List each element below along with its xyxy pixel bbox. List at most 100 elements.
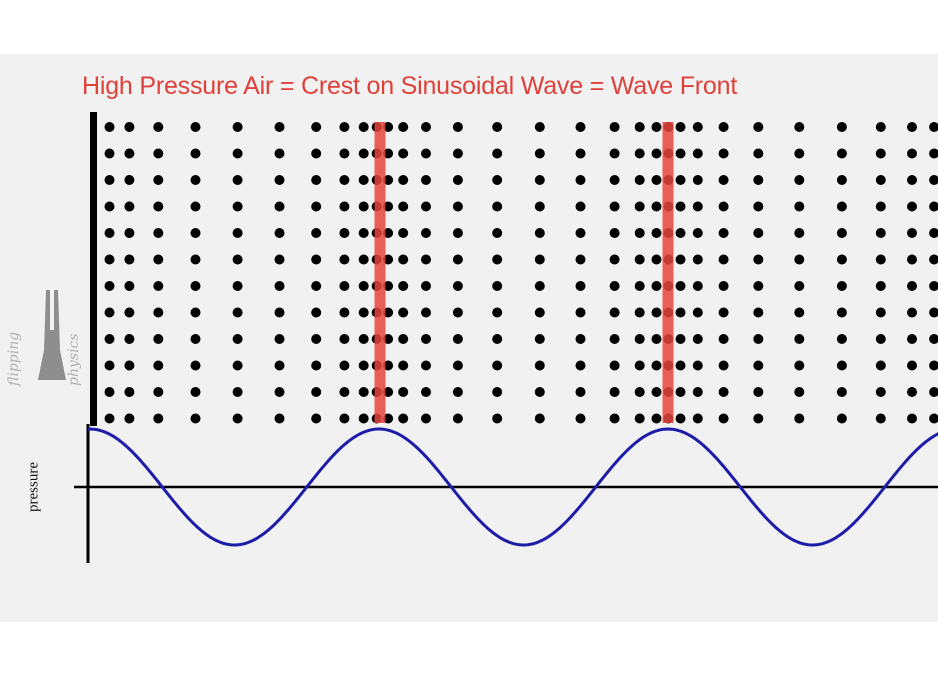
air-molecule-dot bbox=[421, 175, 431, 185]
air-molecule-dot bbox=[575, 334, 586, 344]
air-molecule-dot bbox=[929, 334, 938, 344]
air-molecule-dot bbox=[492, 360, 503, 371]
wave-front-bar bbox=[662, 122, 674, 423]
air-molecule-dot bbox=[929, 413, 938, 424]
air-molecule-dot bbox=[339, 228, 350, 238]
air-molecule-dot bbox=[311, 148, 322, 159]
air-molecule-dot bbox=[190, 201, 201, 212]
air-molecule-dot bbox=[692, 413, 703, 424]
air-molecule-dot bbox=[836, 334, 847, 344]
air-molecule-dot bbox=[692, 175, 703, 185]
air-molecule-dot bbox=[339, 360, 350, 371]
air-molecule-dot bbox=[104, 360, 115, 371]
air-molecule-dot bbox=[651, 201, 662, 212]
air-molecule-dot bbox=[153, 334, 164, 344]
air-molecule-dot bbox=[492, 228, 503, 238]
air-molecule-dot bbox=[651, 228, 662, 238]
air-molecule-dot bbox=[274, 334, 285, 344]
air-molecule-dot bbox=[383, 413, 394, 424]
air-molecule-dot bbox=[651, 281, 662, 291]
air-molecule-dot bbox=[124, 413, 135, 424]
air-molecule-dot bbox=[907, 307, 917, 318]
wave-front-bar bbox=[374, 122, 386, 423]
air-molecule-dot bbox=[753, 148, 764, 159]
air-molecule-dot bbox=[753, 175, 764, 185]
air-molecule-dot bbox=[358, 387, 369, 397]
air-molecule-dot bbox=[339, 281, 350, 291]
air-molecule-dot bbox=[675, 201, 686, 212]
air-molecule-dot bbox=[907, 148, 917, 159]
air-molecule-dot bbox=[311, 360, 322, 371]
air-molecule-dot bbox=[358, 334, 369, 344]
air-molecule-dot bbox=[492, 413, 503, 424]
air-molecule-dot bbox=[190, 360, 201, 371]
air-molecule-dot bbox=[190, 413, 201, 424]
air-molecule-dot bbox=[452, 360, 463, 371]
air-molecule-dot bbox=[124, 360, 135, 371]
air-molecule-dot bbox=[104, 228, 115, 238]
air-molecule-dot bbox=[634, 228, 645, 238]
air-molecule-dot bbox=[836, 387, 847, 397]
air-molecule-dot bbox=[929, 360, 938, 371]
air-molecule-dot bbox=[232, 360, 243, 371]
air-molecule-dot bbox=[651, 413, 662, 424]
air-molecule-dot bbox=[692, 360, 703, 371]
air-molecule-dot bbox=[929, 175, 938, 185]
air-molecule-dot bbox=[383, 307, 394, 318]
air-molecule-dot bbox=[190, 307, 201, 318]
air-molecule-dot bbox=[875, 307, 886, 318]
air-molecule-dot bbox=[609, 307, 620, 318]
air-molecule-dot bbox=[651, 148, 662, 159]
air-molecule-dot bbox=[358, 360, 369, 371]
air-molecule-dot bbox=[421, 254, 431, 265]
air-molecule-dot bbox=[718, 360, 729, 371]
air-molecule-dot bbox=[358, 254, 369, 265]
air-molecule-dot bbox=[675, 307, 686, 318]
air-molecule-dot bbox=[421, 360, 431, 371]
air-molecule-dot bbox=[398, 334, 409, 344]
air-molecule-dot bbox=[675, 148, 686, 159]
air-molecule-dot bbox=[492, 334, 503, 344]
air-molecule-dot bbox=[124, 228, 135, 238]
air-molecule-dot bbox=[274, 148, 285, 159]
air-molecule-dot bbox=[274, 254, 285, 265]
air-molecule-dot bbox=[634, 360, 645, 371]
watermark-logo: flipping physics bbox=[4, 290, 94, 390]
air-molecule-dot bbox=[692, 201, 703, 212]
air-molecule-dot bbox=[675, 360, 686, 371]
air-molecule-dot bbox=[311, 307, 322, 318]
air-molecule-dot bbox=[124, 254, 135, 265]
air-molecule-dot bbox=[718, 281, 729, 291]
air-molecule-dot bbox=[190, 122, 201, 132]
air-molecule-dot bbox=[311, 201, 322, 212]
air-molecule-dot bbox=[651, 254, 662, 265]
air-molecule-dot bbox=[907, 228, 917, 238]
air-molecule-dot bbox=[274, 175, 285, 185]
air-molecule-dot bbox=[398, 413, 409, 424]
air-molecule-dot bbox=[794, 254, 805, 265]
air-molecule-dot bbox=[875, 413, 886, 424]
air-molecule-dot bbox=[398, 307, 409, 318]
air-molecule-dot bbox=[692, 228, 703, 238]
air-molecule-dot bbox=[153, 360, 164, 371]
air-molecule-dot bbox=[534, 228, 545, 238]
air-molecule-dot bbox=[534, 175, 545, 185]
air-molecule-dot bbox=[675, 228, 686, 238]
air-molecule-dot bbox=[753, 413, 764, 424]
air-molecule-dot bbox=[232, 334, 243, 344]
air-molecule-dot bbox=[875, 281, 886, 291]
air-molecule-dot bbox=[534, 387, 545, 397]
air-molecule-dot bbox=[383, 122, 394, 132]
air-molecule-dot bbox=[358, 281, 369, 291]
air-molecule-dot bbox=[718, 122, 729, 132]
air-molecule-dot bbox=[398, 148, 409, 159]
svg-text:flipping: flipping bbox=[6, 332, 22, 387]
air-molecule-dot bbox=[794, 175, 805, 185]
air-molecule-dot bbox=[651, 360, 662, 371]
air-molecule-dot bbox=[534, 201, 545, 212]
air-molecule-dot bbox=[421, 334, 431, 344]
air-molecule-dot bbox=[836, 175, 847, 185]
air-molecule-dot bbox=[907, 413, 917, 424]
air-molecule-dot bbox=[534, 122, 545, 132]
air-molecule-dot bbox=[190, 175, 201, 185]
